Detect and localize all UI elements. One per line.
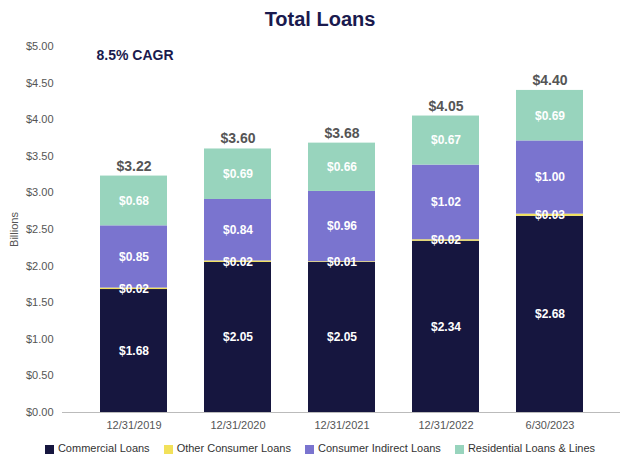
svg-text:8.5% CAGR: 8.5% CAGR — [97, 47, 174, 63]
svg-text:$1.00: $1.00 — [535, 170, 565, 184]
html-text:Other Consumer Loans: Other Consumer Loans — [176, 442, 291, 454]
svg-text:$4.50: $4.50 — [26, 77, 54, 89]
svg-text:$0.69: $0.69 — [223, 167, 253, 181]
svg-text:$2.50: $2.50 — [26, 223, 54, 235]
svg-text:$0.66: $0.66 — [327, 160, 357, 174]
svg-text:$4.05: $4.05 — [428, 98, 463, 114]
svg-text:$3.00: $3.00 — [26, 186, 54, 198]
svg-text:$3.60: $3.60 — [220, 130, 255, 146]
svg-text:$0.00: $0.00 — [26, 406, 54, 418]
svg-text:$0.02: $0.02 — [223, 255, 253, 269]
html-text:Residential Loans & Lines: Residential Loans & Lines — [467, 442, 596, 454]
svg-text:6/30/2023: 6/30/2023 — [526, 419, 575, 431]
svg-text:$1.00: $1.00 — [26, 333, 54, 345]
svg-text:12/31/2020: 12/31/2020 — [210, 419, 265, 431]
svg-text:$0.03: $0.03 — [535, 208, 565, 222]
svg-text:$0.84: $0.84 — [223, 223, 253, 237]
svg-text:$0.01: $0.01 — [327, 255, 357, 269]
svg-text:$0.96: $0.96 — [327, 219, 357, 233]
svg-text:$5.00: $5.00 — [26, 40, 54, 52]
svg-text:$0.02: $0.02 — [431, 233, 461, 247]
svg-text:$0.69: $0.69 — [535, 109, 565, 123]
svg-text:$3.68: $3.68 — [324, 125, 359, 141]
svg-text:$0.67: $0.67 — [431, 133, 461, 147]
svg-text:$2.00: $2.00 — [26, 260, 54, 272]
html-text:Consumer Indirect Loans: Consumer Indirect Loans — [318, 442, 441, 454]
svg-text:$0.68: $0.68 — [119, 194, 149, 208]
svg-text:$0.50: $0.50 — [26, 369, 54, 381]
svg-text:$3.50: $3.50 — [26, 150, 54, 162]
svg-text:$2.34: $2.34 — [431, 320, 461, 334]
svg-text:Billions: Billions — [8, 212, 20, 247]
svg-text:$2.05: $2.05 — [327, 330, 357, 344]
svg-text:12/31/2021: 12/31/2021 — [314, 419, 369, 431]
svg-text:$3.22: $3.22 — [116, 158, 151, 174]
svg-text:$0.85: $0.85 — [119, 250, 149, 264]
svg-text:$2.05: $2.05 — [223, 330, 253, 344]
svg-text:$2.68: $2.68 — [535, 307, 565, 321]
svg-text:$4.40: $4.40 — [532, 72, 567, 88]
svg-text:$0.02: $0.02 — [119, 282, 149, 296]
svg-text:$4.00: $4.00 — [26, 113, 54, 125]
svg-text:$1.02: $1.02 — [431, 195, 461, 209]
svg-text:12/31/2019: 12/31/2019 — [106, 419, 161, 431]
svg-text:$1.50: $1.50 — [26, 296, 54, 308]
html-text:Total Loans: Total Loans — [264, 8, 376, 30]
svg-text:$1.68: $1.68 — [119, 344, 149, 358]
html-text:Commercial Loans: Commercial Loans — [57, 442, 150, 454]
svg-text:12/31/2022: 12/31/2022 — [418, 419, 473, 431]
